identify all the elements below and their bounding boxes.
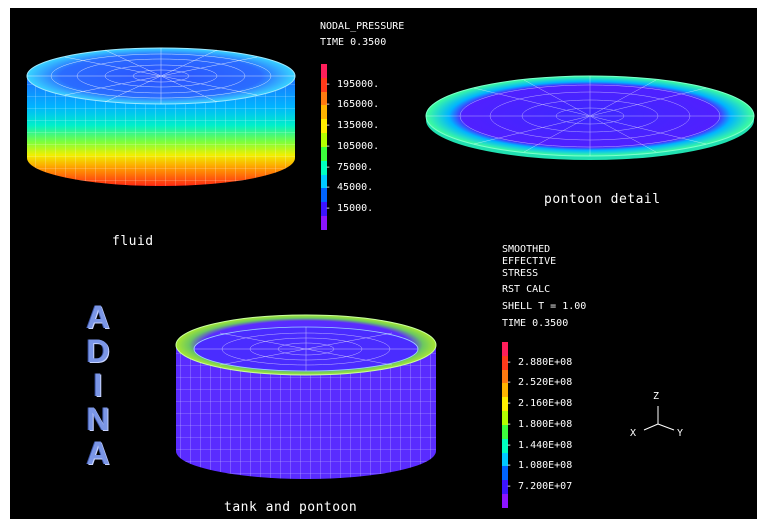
tank-model	[175, 314, 437, 479]
colorbar-segment	[321, 64, 327, 78]
colorbar-tick-label: - 15000.	[325, 203, 374, 215]
logo-letter: A	[86, 435, 110, 471]
axis-y-label: Y	[677, 428, 684, 439]
colorbar-tick-label: - 2.880E+08	[506, 356, 573, 368]
colorbar-segment	[321, 216, 327, 230]
colorbar-segment	[502, 466, 508, 481]
colorbar-segment	[502, 383, 508, 398]
logo-letter: I	[93, 367, 103, 403]
colorbar-tick-label: - 1.080E+08	[506, 460, 573, 472]
colorbar-segment	[502, 424, 508, 439]
colorbar-tick-label: - 135000.	[325, 120, 380, 132]
colorbar-segment	[321, 160, 327, 175]
colorbar-tick-label: - 7.200E+07	[506, 481, 573, 493]
caption-pontoon: pontoon detail	[544, 192, 661, 207]
colorbar-segment	[502, 342, 508, 356]
fluid-model	[26, 47, 296, 186]
pressure-legend-time: TIME 0.3500	[320, 37, 387, 48]
colorbar-segment	[502, 480, 508, 495]
colorbar-tick-label: - 2.160E+08	[506, 398, 573, 410]
stress-legend-line-2: EFFECTIVE	[502, 256, 557, 267]
colorbar-segment	[502, 438, 508, 453]
colorbar-tick-label: - 195000.	[325, 78, 380, 90]
colorbar-segment	[321, 77, 327, 92]
colorbar-tick-label: - 165000.	[325, 99, 380, 111]
colorbar-segment	[502, 452, 508, 467]
colorbar-segment	[321, 174, 327, 189]
stress-legend-calc: RST CALC	[502, 284, 551, 295]
stress-legend-time: TIME 0.3500	[502, 318, 569, 329]
colorbar-tick-label: - 45000.	[325, 182, 374, 194]
colorbar-segment	[502, 355, 508, 370]
stress-colorbar	[502, 342, 508, 508]
colorbar-segment	[321, 146, 327, 161]
colorbar-tick-label: - 105000.	[325, 140, 380, 152]
colorbar-tick-label: - 1.440E+08	[506, 439, 573, 451]
colorbar-segment	[321, 188, 327, 203]
colorbar-segment	[502, 494, 508, 508]
caption-fluid: fluid	[112, 234, 154, 249]
colorbar-tick-label: - 1.800E+08	[506, 418, 573, 430]
graphics-viewport[interactable]: NODAL_PRESSURE TIME 0.3500 - 195000. - 16…	[10, 8, 757, 519]
stress-legend-line-3: STRESS	[502, 268, 539, 279]
colorbar-segment	[321, 119, 327, 134]
colorbar-tick-label: - 2.520E+08	[506, 377, 573, 389]
colorbar-segment	[502, 411, 508, 425]
stress-legend-line-1: SMOOTHED	[502, 244, 551, 255]
colorbar-segment	[321, 133, 327, 147]
pontoon-model	[425, 75, 755, 160]
logo-letter: N	[86, 401, 110, 437]
pressure-colorbar	[321, 64, 327, 230]
colorbar-segment	[321, 105, 327, 120]
axis-x-label: X	[630, 428, 637, 439]
colorbar-segment	[321, 202, 327, 217]
pressure-legend-title: NODAL_PRESSURE	[320, 21, 405, 32]
colorbar-segment	[321, 91, 327, 106]
axis-z-label: Z	[653, 391, 660, 402]
adina-logo: A D I N A	[83, 300, 113, 470]
colorbar-segment	[502, 369, 508, 384]
axis-triad	[643, 406, 675, 431]
colorbar-tick-label: - 75000.	[325, 161, 374, 173]
logo-letter: A	[86, 299, 110, 335]
stress-legend-shell: SHELL T = 1.00	[502, 301, 587, 312]
logo-letter: D	[86, 333, 110, 369]
colorbar-segment	[502, 397, 508, 412]
caption-tank: tank and pontoon	[224, 500, 358, 515]
